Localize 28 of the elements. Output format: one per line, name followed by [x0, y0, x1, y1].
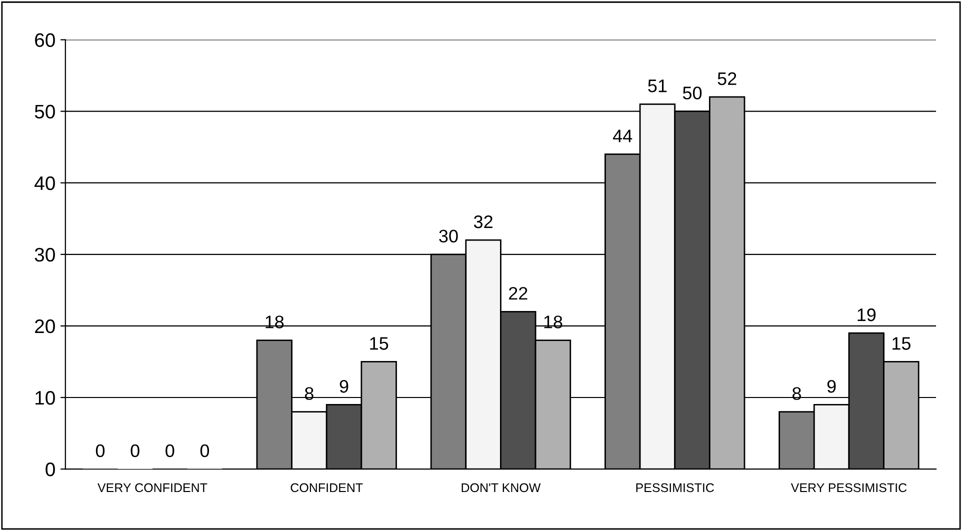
data-label: 0	[200, 444, 210, 458]
data-label: 50	[682, 86, 702, 100]
data-label: 15	[892, 337, 910, 350]
data-label: 19	[858, 308, 876, 322]
x-tick-label: DON'T KNOW	[462, 483, 541, 492]
data-label: 0	[166, 444, 174, 458]
y-tick-label: 20	[35, 319, 55, 334]
data-label: 0	[130, 444, 140, 458]
data-label: 44	[612, 130, 632, 142]
x-tick-label: PESSIMISTIC	[636, 483, 714, 492]
y-tick-label: 60	[35, 33, 55, 47]
data-label: 22	[509, 286, 528, 300]
y-tick-label: 0	[46, 462, 55, 476]
y-tick-label: 10	[36, 390, 55, 405]
x-tick-label: VERY PESSIMISTIC	[790, 483, 907, 492]
data-label: 9	[340, 380, 348, 393]
data-label: 52	[718, 72, 736, 86]
y-tick-label: 50	[34, 104, 55, 119]
x-tick-label: CONFIDENT	[290, 483, 363, 492]
data-label: 30	[439, 230, 458, 242]
y-tick-label: 30	[34, 248, 55, 262]
data-label: 15	[370, 337, 388, 350]
data-label: 0	[96, 444, 105, 458]
x-tick-label: VERY CONFIDENT	[98, 483, 208, 492]
data-label: 51	[648, 80, 667, 92]
data-label: 32	[474, 215, 492, 228]
data-label: 9	[827, 380, 836, 393]
y-tick-label: 40	[34, 176, 55, 190]
